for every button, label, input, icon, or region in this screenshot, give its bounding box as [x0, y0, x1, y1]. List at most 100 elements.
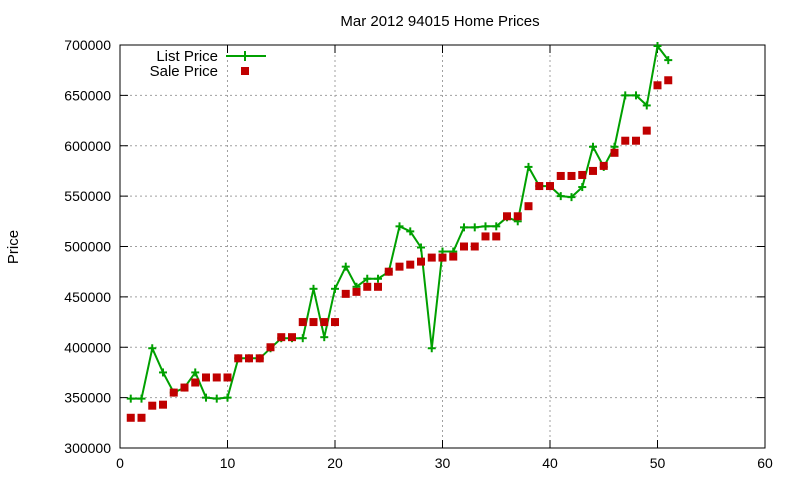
y-axis-label: Price — [5, 230, 22, 264]
data-point-list-price — [589, 142, 597, 151]
data-point-sale-price — [202, 373, 210, 382]
y-axis-tick-labels: 300000 350000 400000 450000 500000 550000 6000… — [64, 37, 111, 456]
data-point-sale-price — [438, 253, 447, 262]
data-point-sale-price — [148, 401, 157, 410]
data-point-sale-price — [212, 373, 221, 382]
data-point-list-price — [298, 334, 307, 343]
y-tick-label: 650000 — [64, 87, 111, 103]
data-point-sale-price — [481, 232, 490, 241]
data-point-sale-price — [245, 354, 253, 363]
data-point-list-price — [406, 227, 415, 236]
data-point-sale-price — [470, 242, 479, 251]
data-point-sale-price — [223, 373, 232, 382]
data-point-list-price — [653, 42, 662, 51]
data-point-sale-price — [642, 126, 651, 135]
axis-ticks — [119, 44, 766, 449]
legend-label-list-price: List Price — [156, 48, 218, 65]
data-point-sale-price — [169, 388, 178, 397]
data-point-sale-price — [567, 171, 576, 180]
y-tick-label: 500000 — [64, 239, 111, 255]
data-point-list-price — [524, 162, 533, 171]
data-point-sale-price — [277, 333, 286, 342]
y-tick-label: 550000 — [64, 188, 111, 204]
data-point-list-price — [137, 394, 146, 403]
data-point-sale-price — [546, 182, 554, 191]
data-point-sale-price — [395, 262, 404, 271]
data-point-sale-price — [331, 318, 339, 327]
data-point-list-price — [331, 284, 339, 293]
data-point-list-price — [202, 393, 210, 402]
data-point-list-price — [374, 274, 382, 283]
data-point-sale-price — [191, 378, 200, 387]
data-point-list-price — [159, 368, 167, 377]
data-point-sale-price — [417, 257, 425, 266]
data-point-sale-price — [653, 81, 662, 90]
data-point-sale-price — [589, 166, 597, 175]
data-point-sale-price — [406, 260, 415, 269]
data-point-list-price — [427, 344, 436, 353]
data-point-sale-price — [137, 413, 146, 422]
data-point-list-price — [309, 284, 318, 293]
data-point-list-price — [492, 222, 501, 231]
data-point-sale-price — [556, 171, 565, 180]
data-point-list-price — [363, 274, 372, 283]
data-point-sale-price — [610, 148, 619, 157]
data-point-sale-price — [384, 267, 393, 276]
legend: List Price Sale Price — [150, 48, 266, 80]
data-point-list-price — [417, 243, 425, 252]
legend-label-sale-price: Sale Price — [150, 63, 218, 80]
data-point-sale-price — [363, 282, 372, 291]
chart-title: Mar 2012 94015 Home Prices — [340, 13, 539, 30]
data-point-sale-price — [234, 354, 243, 363]
data-point-list-price — [556, 192, 565, 201]
y-tick-label: 600000 — [64, 138, 111, 154]
x-tick-label: 10 — [220, 455, 236, 471]
x-tick-label: 0 — [116, 455, 124, 471]
data-point-sale-price — [427, 253, 436, 262]
y-tick-label: 300000 — [64, 440, 111, 456]
y-tick-label: 350000 — [64, 390, 111, 406]
series-line-list-price — [130, 45, 670, 400]
data-point-sale-price — [664, 76, 673, 85]
x-axis-tick-labels: 0 10 20 30 40 50 60 — [116, 455, 773, 471]
data-point-sale-price — [578, 170, 587, 179]
data-point-list-price — [460, 223, 468, 232]
data-point-list-price — [567, 193, 576, 202]
data-point-sale-price — [255, 354, 264, 363]
data-point-list-price — [664, 56, 673, 65]
data-point-list-price — [320, 333, 329, 342]
data-point-sale-price — [449, 252, 458, 261]
data-point-sale-price — [374, 282, 382, 291]
data-point-list-price — [578, 183, 587, 192]
legend-marker-sale-price — [241, 67, 249, 75]
y-tick-label: 450000 — [64, 289, 111, 305]
x-tick-label: 40 — [542, 455, 558, 471]
data-point-list-price — [191, 368, 200, 377]
data-point-list-price — [481, 222, 490, 231]
data-point-list-price — [341, 262, 350, 271]
data-point-list-price — [621, 91, 630, 100]
data-point-list-price — [223, 393, 232, 402]
data-point-sale-price — [621, 136, 630, 145]
data-point-sale-price — [159, 400, 167, 409]
data-point-sale-price — [513, 212, 522, 221]
data-point-list-price — [470, 223, 479, 232]
x-tick-label: 20 — [327, 455, 343, 471]
x-tick-label: 30 — [435, 455, 451, 471]
x-tick-label: 60 — [757, 455, 773, 471]
y-tick-label: 400000 — [64, 339, 111, 355]
data-point-list-price — [642, 101, 651, 110]
data-point-sale-price — [309, 318, 318, 327]
data-point-sale-price — [126, 413, 135, 422]
data-point-sale-price — [266, 343, 275, 352]
series-layer — [126, 42, 673, 422]
data-point-list-price — [126, 394, 135, 403]
data-point-sale-price — [341, 289, 350, 298]
data-point-list-price — [212, 394, 221, 403]
data-point-sale-price — [535, 182, 544, 191]
data-point-list-price — [395, 222, 404, 231]
data-point-sale-price — [352, 287, 361, 296]
data-point-list-price — [148, 344, 157, 353]
